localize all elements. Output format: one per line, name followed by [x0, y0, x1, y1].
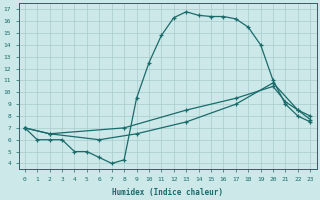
X-axis label: Humidex (Indice chaleur): Humidex (Indice chaleur) — [112, 188, 223, 197]
